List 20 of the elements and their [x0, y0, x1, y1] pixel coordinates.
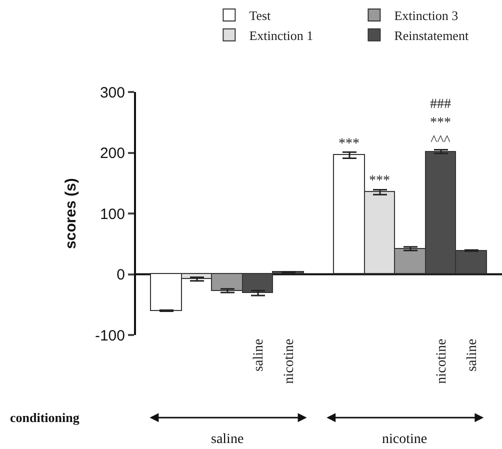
text: saline: [211, 432, 244, 447]
legend-label: Test: [249, 8, 272, 24]
x-tick-label: saline: [465, 338, 480, 372]
y-tick-label: -100: [94, 327, 125, 344]
data-label: ***: [369, 174, 390, 188]
legend-label: Extinction 1: [249, 28, 314, 43]
legend-label: Reinstatement: [394, 28, 469, 43]
y-axis-title: scores (s): [62, 178, 80, 249]
text: nicotine: [382, 432, 428, 447]
x-tick-label: nicotine: [282, 338, 298, 384]
y-tick-label: 100: [100, 206, 125, 223]
x-tick-label: saline: [252, 338, 267, 372]
y-tick-label: 0: [116, 266, 125, 284]
data-label: ***: [338, 136, 360, 152]
y-tick-label: 300: [100, 84, 125, 102]
data-label: ### *** ^^^: [430, 97, 451, 148]
legend-label: Extinction 3: [394, 8, 458, 24]
text: conditioning: [10, 410, 80, 425]
x-tick-label: nicotine: [434, 338, 450, 384]
y-tick-label: 200: [100, 145, 125, 162]
